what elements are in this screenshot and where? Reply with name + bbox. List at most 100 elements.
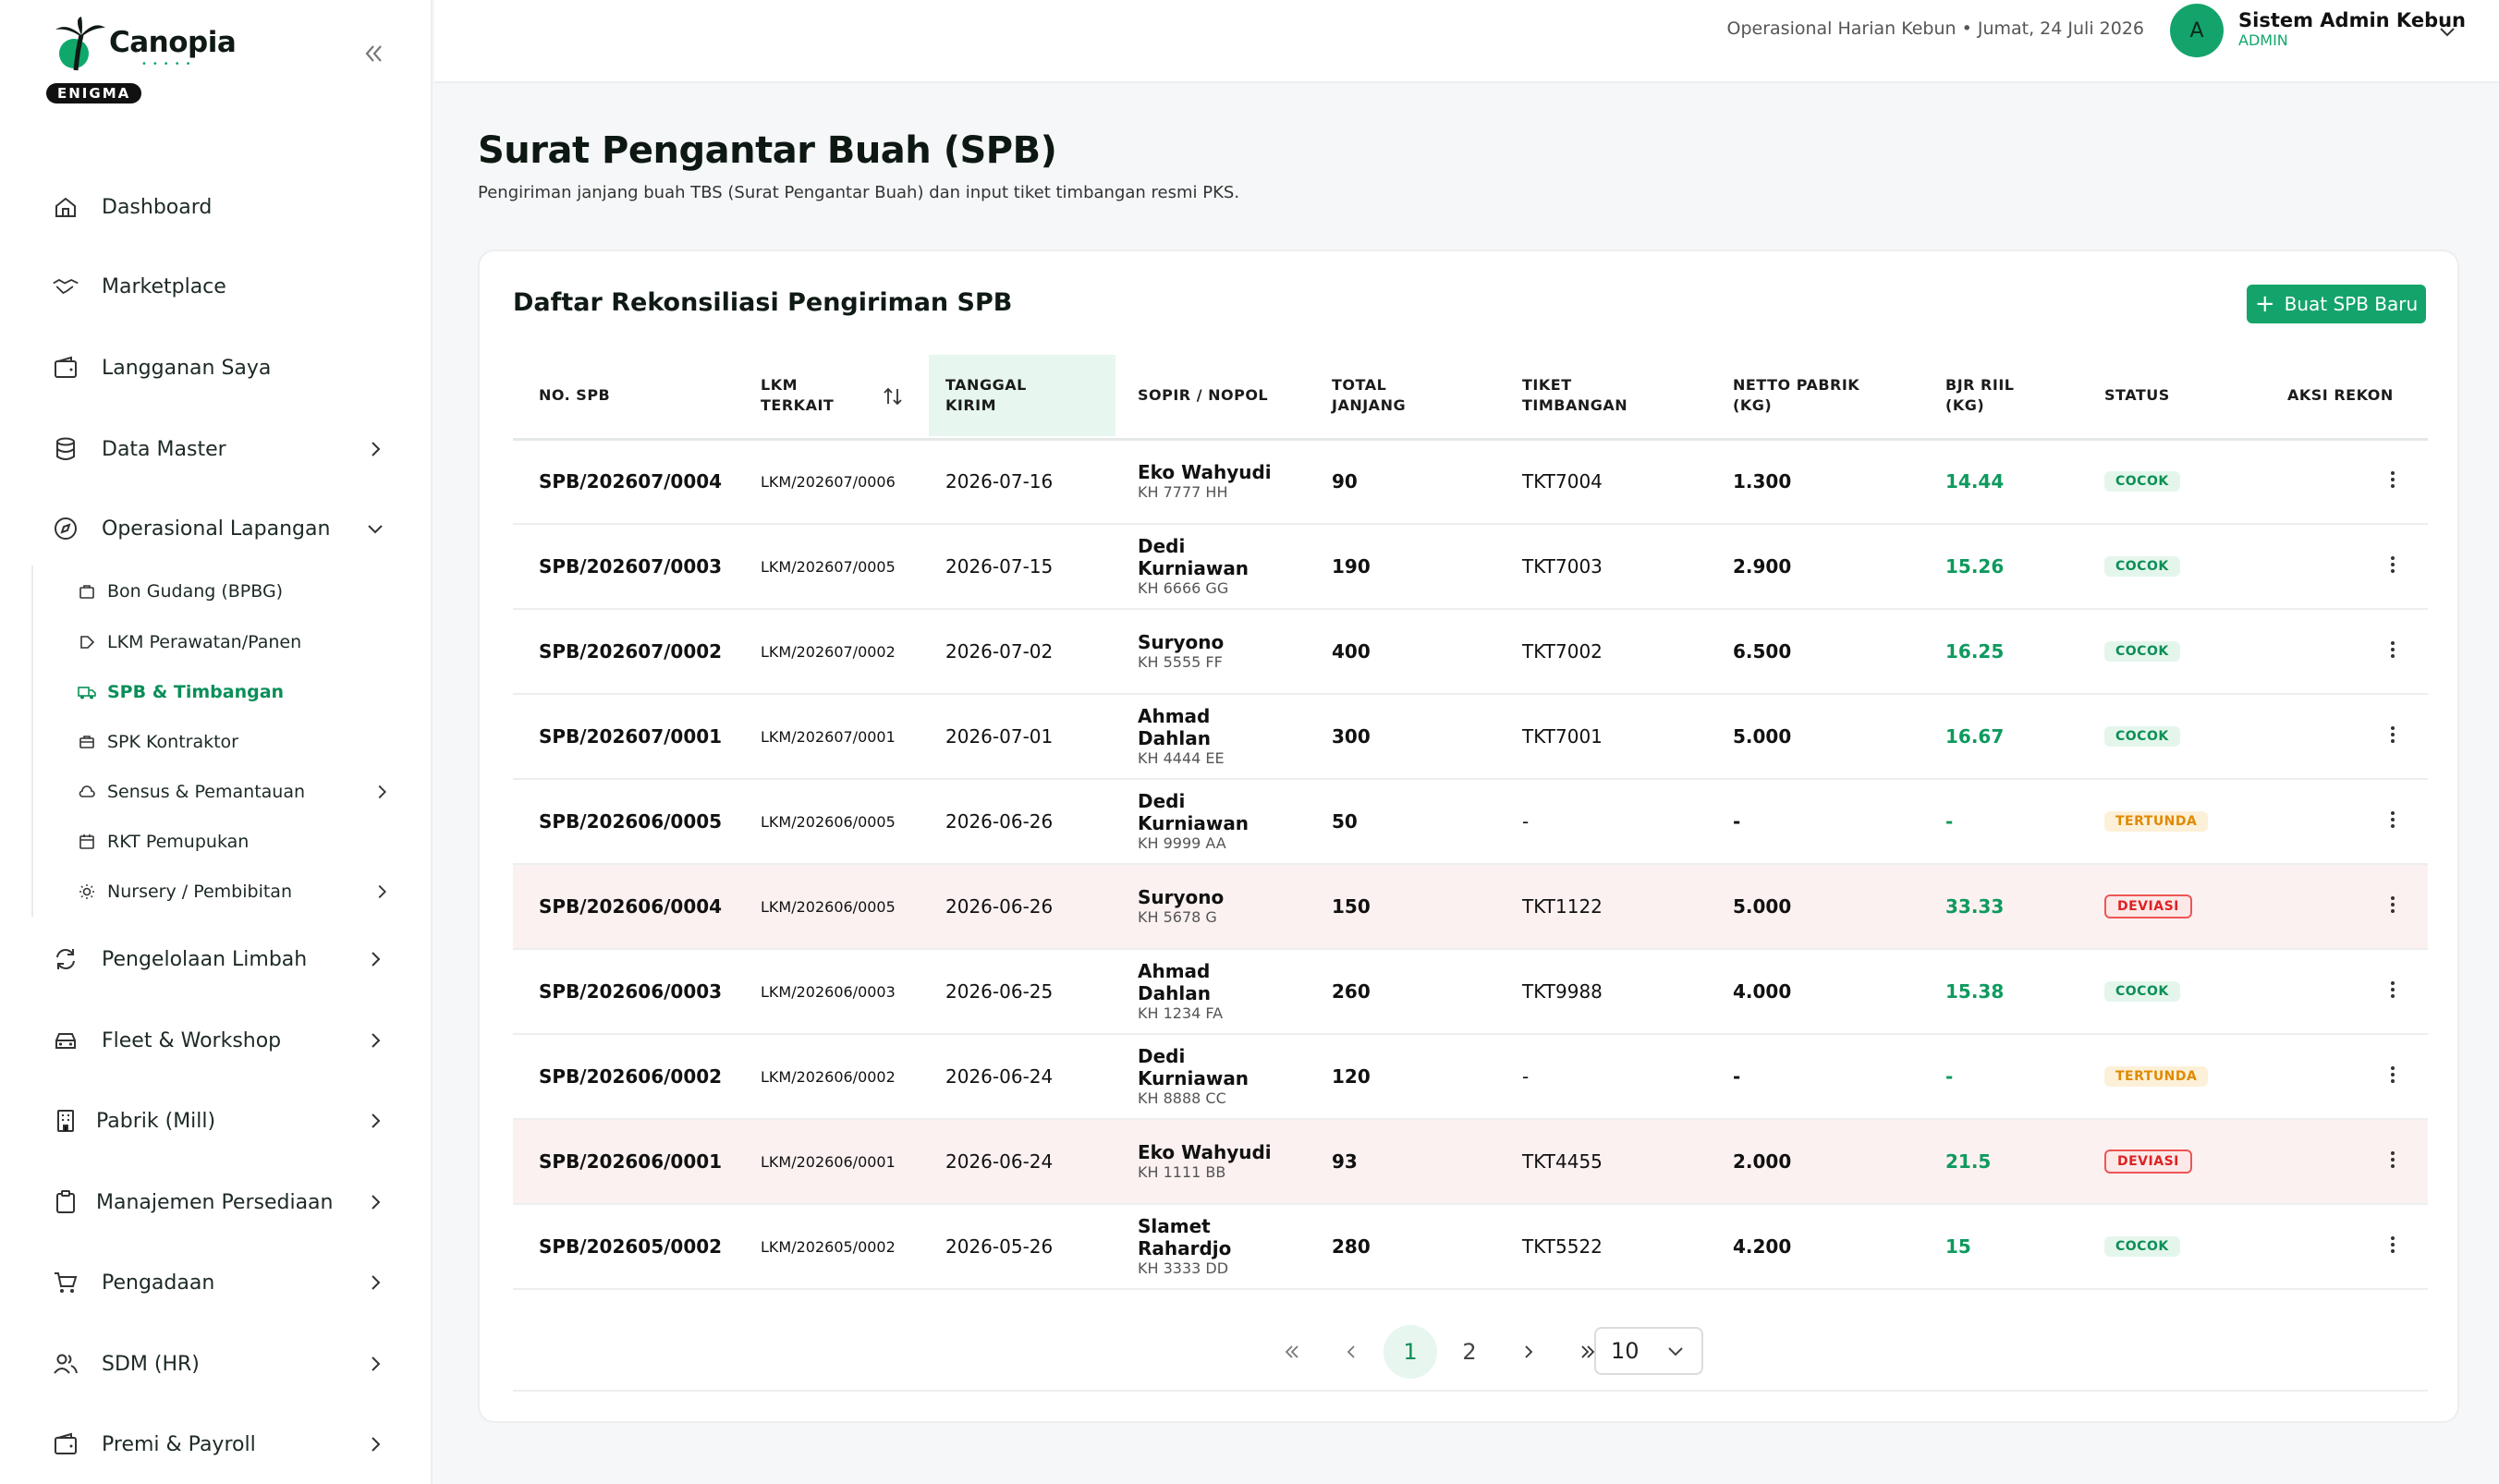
col-header-date[interactable]: TANGGAL KIRIM [945,376,1027,414]
cell-bjr: 15 [1945,1235,1971,1258]
row-actions-kebab-icon[interactable] [2389,639,2396,665]
cell-spb[interactable]: SPB/202607/0001 [539,725,723,748]
col-header-tiket[interactable]: TIKET TIMBANGAN [1522,376,1628,414]
table-row[interactable]: SPB/202607/0001 LKM/202607/0001 2026-07-01… [513,695,2428,780]
sidebar-subitem-spk-kontraktor[interactable]: SPK Kontraktor [78,726,392,758]
col-header-netto[interactable]: NETTO PABRIK (KG) [1733,376,1860,414]
sidebar-item-sdm[interactable]: SDM (HR) [52,1344,394,1384]
cell-janjang: 120 [1332,1065,1371,1088]
page-size-select[interactable]: 10 [1594,1327,1703,1375]
cell-bjr: 15.38 [1945,980,2005,1003]
cell-spb[interactable]: SPB/202606/0004 [539,895,723,918]
col-header-janjang[interactable]: TOTAL JANJANG [1332,376,1407,414]
sidebar-item-pengadaan[interactable]: Pengadaan [52,1262,394,1303]
first-page-button[interactable] [1265,1325,1319,1379]
sorted-column-highlight [929,355,1115,436]
table-row[interactable]: SPB/202606/0003 LKM/202606/0003 2026-06-25… [513,950,2428,1035]
cell-spb[interactable]: SPB/202606/0003 [539,980,723,1003]
status-badge: DEVIASI [2104,1149,2192,1174]
col-header-lkm[interactable]: LKM TERKAIT [761,376,835,414]
col-header-bjr[interactable]: BJR RIIL (KG) [1945,376,2015,414]
pager-divider [513,1390,2428,1392]
cell-sopir: Suryono KH 5678 G [1138,865,1224,948]
col-header-sopir[interactable]: SOPIR / NOPOL [1138,386,1269,404]
sidebar-item-data-master[interactable]: Data Master [52,429,394,469]
table-row[interactable]: SPB/202605/0002 LKM/202605/0002 2026-05-26… [513,1205,2428,1290]
cell-lkm: LKM/202606/0003 [761,982,896,1001]
table-row[interactable]: SPB/202607/0002 LKM/202607/0002 2026-07-02… [513,610,2428,695]
sidebar-item-label: Marketplace [102,274,226,298]
cell-spb[interactable]: SPB/202607/0003 [539,555,723,578]
cell-status: DEVIASI [2104,1120,2192,1203]
create-spb-button[interactable]: + Buat SPB Baru [2247,285,2426,323]
row-actions-kebab-icon[interactable] [2389,724,2396,750]
cell-sopir: Dedi Kurniawan KH 8888 CC [1138,1035,1286,1118]
sidebar-item-manajemen-persediaan[interactable]: Manajemen Persediaan [52,1182,394,1222]
row-actions-kebab-icon[interactable] [2389,468,2396,495]
cell-netto: 5.000 [1733,895,1792,918]
user-menu-chevron-down-icon[interactable] [2436,20,2458,46]
chevron-right-icon [364,1110,386,1137]
row-actions-kebab-icon[interactable] [2389,553,2396,580]
page-1-button[interactable]: 1 [1384,1325,1437,1379]
sidebar-subitem-spb-timbangan[interactable]: SPB & Timbangan [78,676,392,708]
table-row[interactable]: SPB/202606/0001 LKM/202606/0001 2026-06-24… [513,1120,2428,1205]
cell-spb[interactable]: SPB/202606/0005 [539,810,723,833]
sidebar-subitem-label: SPK Kontraktor [107,732,238,752]
status-badge: COCOK [2104,1236,2180,1257]
cell-spb[interactable]: SPB/202606/0001 [539,1150,723,1173]
sidebar-subitem-nursery[interactable]: Nursery / Pembibitan [78,876,392,907]
cell-spb[interactable]: SPB/202606/0002 [539,1065,723,1088]
cell-date: 2026-05-26 [945,1235,1054,1258]
sidebar-item-label: Premi & Payroll [102,1432,256,1456]
col-header-status[interactable]: STATUS [2104,386,2170,404]
sidebar-subitem-rkt-pemupukan[interactable]: RKT Pemupukan [78,826,392,858]
cell-spb[interactable]: SPB/202607/0002 [539,640,723,663]
sidebar-item-dashboard[interactable]: Dashboard [52,187,394,227]
table-row[interactable]: SPB/202607/0004 LKM/202607/0006 2026-07-16… [513,440,2428,525]
row-actions-kebab-icon[interactable] [2389,809,2396,835]
cell-spb[interactable]: SPB/202605/0002 [539,1235,723,1258]
cell-tiket: - [1522,810,1530,833]
sidebar-item-label: Pabrik (Mill) [96,1109,216,1133]
sidebar-subitem-bon-gudang[interactable]: Bon Gudang (BPBG) [78,576,392,607]
cell-tiket: - [1522,1065,1530,1088]
table-row[interactable]: SPB/202606/0002 LKM/202606/0002 2026-06-24… [513,1035,2428,1120]
row-actions-kebab-icon[interactable] [2389,1149,2396,1175]
sidebar-item-marketplace[interactable]: Marketplace [52,266,394,307]
avatar[interactable]: A [2170,4,2224,57]
chevron-right-icon [364,948,386,976]
cloud-icon [78,783,96,801]
cell-sopir: Dedi Kurniawan KH 9999 AA [1138,780,1286,863]
brand-dots: ••••• [141,59,197,69]
prev-page-button[interactable] [1324,1325,1378,1379]
sort-icon[interactable] [883,386,903,410]
last-page-button[interactable] [1561,1325,1615,1379]
sidebar-item-fleet-workshop[interactable]: Fleet & Workshop [52,1020,394,1061]
col-header-spb[interactable]: NO. SPB [539,386,611,404]
sidebar-item-pabrik[interactable]: Pabrik (Mill) [52,1101,394,1141]
row-actions-kebab-icon[interactable] [2389,1064,2396,1090]
sidebar-item-operasional-lapangan[interactable]: Operasional Lapangan [52,508,394,549]
cell-status: COCOK [2104,1205,2180,1288]
collapse-sidebar-button[interactable] [360,41,386,74]
sidebar-item-label: Langganan Saya [102,356,272,380]
row-actions-kebab-icon[interactable] [2389,894,2396,920]
table-row[interactable]: SPB/202607/0003 LKM/202607/0005 2026-07-15… [513,525,2428,610]
sidebar-item-langganan[interactable]: Langganan Saya [52,347,394,388]
sidebar-subitem-lkm[interactable]: LKM Perawatan/Panen [78,626,392,658]
page-2-button[interactable]: 2 [1462,1339,1477,1365]
sidebar-item-pengelolaan-limbah[interactable]: Pengelolaan Limbah [52,939,394,979]
next-page-button[interactable] [1502,1325,1555,1379]
row-actions-kebab-icon[interactable] [2389,1234,2396,1260]
page-subtitle: Pengiriman janjang buah TBS (Surat Penga… [478,183,1240,202]
sidebar-item-label: Manajemen Persediaan [96,1190,334,1214]
table-row[interactable]: SPB/202606/0004 LKM/202606/0005 2026-06-26… [513,865,2428,950]
table-row[interactable]: SPB/202606/0005 LKM/202606/0005 2026-06-26… [513,780,2428,865]
sidebar-item-premi-payroll[interactable]: Premi & Payroll [52,1424,394,1465]
row-actions-kebab-icon[interactable] [2389,979,2396,1005]
sidebar-subitem-sensus[interactable]: Sensus & Pemantauan [78,776,392,808]
brand-logo[interactable]: Canopia ••••• ENIGMA [46,17,237,109]
cell-spb[interactable]: SPB/202607/0004 [539,470,723,493]
user-name[interactable]: Sistem Admin Kebun [2238,9,2467,31]
